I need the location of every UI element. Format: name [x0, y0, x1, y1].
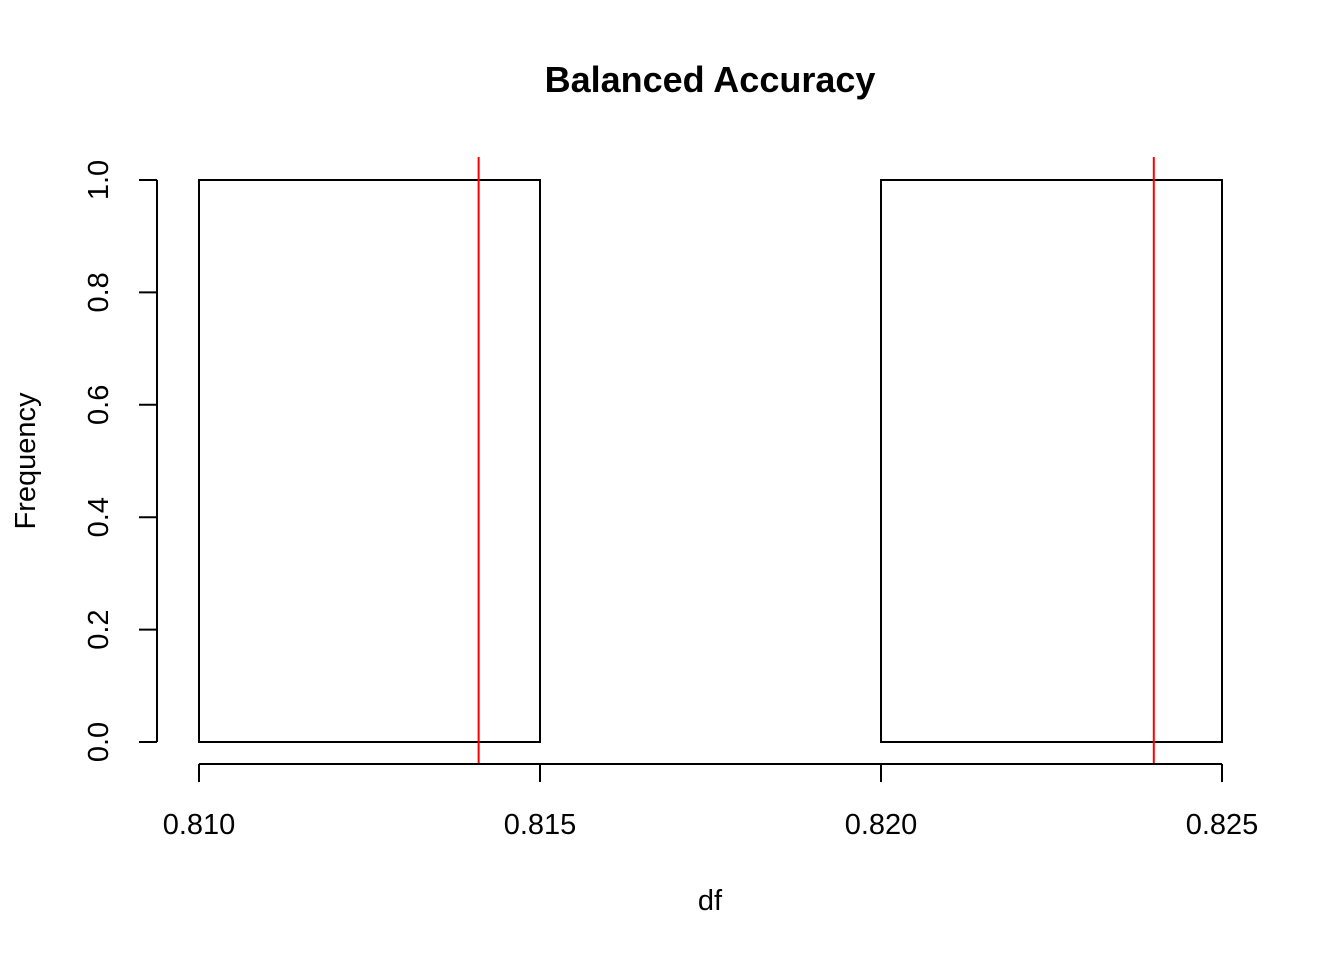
histogram-bar [880, 179, 1223, 743]
y-tick-label: 0.2 [83, 609, 115, 649]
x-tick-label: 0.810 [163, 809, 236, 841]
x-tick-label: 0.825 [1186, 809, 1259, 841]
x-tick-label: 0.815 [504, 809, 577, 841]
y-tick-label: 0.8 [83, 272, 115, 312]
y-tick-label: 0.0 [83, 722, 115, 762]
y-tick-label: 1.0 [83, 160, 115, 200]
y-tick-label: 0.4 [83, 497, 115, 537]
reference-lines [477, 157, 1155, 765]
chart-title: Balanced Accuracy [545, 59, 876, 100]
x-tick-label: 0.820 [845, 809, 918, 841]
histogram-bar [198, 179, 541, 743]
x-axis: 0.810 0.815 0.820 0.825 [163, 763, 1259, 841]
y-tick-label: 0.6 [83, 385, 115, 425]
y-axis-label: Frequency [10, 392, 42, 530]
bars [198, 179, 1223, 743]
x-axis-label: df [698, 885, 723, 917]
y-axis: 0.0 0.2 0.4 0.6 0.8 1.0 [83, 160, 158, 762]
